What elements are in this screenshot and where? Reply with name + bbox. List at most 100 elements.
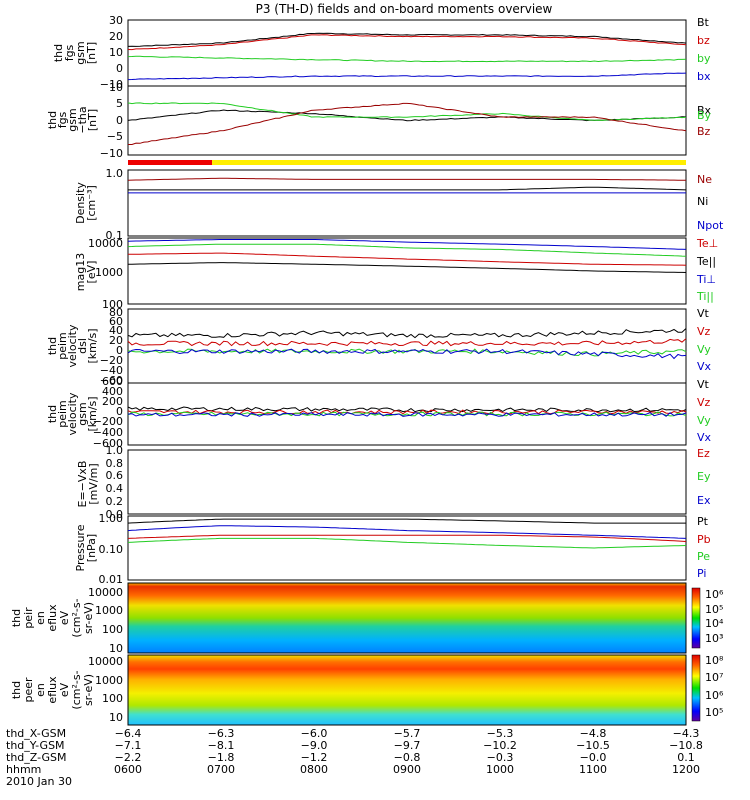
y-tick-label: 1000 [95,266,123,279]
y-axis-label-line: eV [58,682,71,697]
panel-density: 1.0 0.1 Density [cm⁻³] Ne Ni Npot [74,167,724,242]
legend-ey: Ey [697,470,711,483]
series-line-ni [128,186,687,191]
mode-bar-fast [212,160,686,165]
footer-value: −5.3 [486,727,514,740]
y-tick-label: 0.8 [106,457,124,470]
y-tick-label: −200 [93,415,123,428]
footer-value: −6.0 [300,727,328,740]
panel-velocity-dsl: 80 60 40 20 0 −20 −40 −60 thd peim veloc… [46,306,712,387]
y-axis-label-line: eflux [46,676,59,704]
y-tick-label: 1.00 [99,512,124,525]
footer-row-label: thd_X-GSM [6,727,67,740]
legend-vx: Vx [697,431,712,444]
colorbar [691,587,701,649]
series-line-vz [127,338,687,347]
legend: Te⊥ Te|| Ti⊥ Ti|| [696,237,718,303]
series-line-te- [127,262,687,273]
y-axis-label-line: [nT] [85,42,98,64]
legend-pe: Pe [697,550,710,563]
colorbar-label: 10⁶ [705,689,724,702]
y-tick-labels: 1.0 0.1 [106,167,124,242]
colorbar-label: 10⁴ [705,617,724,630]
y-tick-label: −400 [93,426,123,439]
spectrogram-image [128,583,686,653]
footer-row-label: thd_Y-GSM [6,739,65,752]
y-tick-label: 10 [109,642,123,655]
panel-frame [127,515,687,581]
footer-value: 0800 [300,763,328,776]
series-line-bx [127,109,687,122]
y-tick-label: 10 [109,46,123,59]
legend-ni: Ni [697,195,708,208]
y-tick-labels: 1.0 0.8 0.6 0.4 0.2 0.0 [106,444,124,521]
y-tick-label: 100 [102,623,123,636]
y-axis-label-line: en [34,683,47,697]
series-line-ne [127,177,686,181]
y-tick-label: −10 [100,78,123,91]
legend-vz: Vz [697,325,711,338]
panel-frame [127,169,687,237]
y-axis-label-line: gsm [74,41,87,64]
y-axis-label-line: velocity [66,324,79,367]
y-axis-label-line: Pressure [74,524,87,571]
y-tick-label: −40 [100,364,123,377]
y-tick-labels: 30 20 10 0 −10 [100,14,123,91]
y-axis-label-line: velocity [66,392,79,435]
legend-pi: Pi [697,567,706,580]
footer-value: −4.8 [579,727,607,740]
footer-value: −2.2 [114,751,142,764]
y-tick-label: 0 [116,405,123,418]
colorbar [691,654,701,722]
panel-fgs-gsm-tha: 10 5 0 −5 −10 thd fgs gsm −tha [nT] Bx B… [46,81,712,160]
y-axis-label-line: [cm⁻³] [85,185,98,221]
y-tick-label: 10000 [88,237,123,250]
y-axis-label-line: thd [10,681,23,699]
legend: Vt Vz Vy Vx [697,378,712,444]
legend: Bx By Bz [697,104,712,138]
y-tick-label: 0.10 [99,543,124,556]
footer-value: −9.7 [393,739,421,752]
y-axis-label-line: (cm²-s- [70,598,83,637]
legend: Pt Pb Pe Pi [697,515,711,580]
spectrogram-image [128,655,686,725]
y-axis-label-line: Density [74,182,87,224]
legend-vy: Vy [697,343,711,356]
legend: Bt bz by bx [697,16,711,83]
colorbar-label: 10⁶ [705,588,724,601]
footer-value: 0.1 [677,751,695,764]
y-axis-label-line: gsm [66,108,79,131]
y-tick-label: 0 [116,62,123,75]
legend: Vt Vz Vy Vx [697,307,712,373]
y-axis-label-line: [nPa] [85,534,98,562]
y-tick-label: −60 [100,374,123,387]
panel-pressure: 1.00 0.10 0.01 Pressure [nPa] Pt Pb Pe P… [74,512,711,586]
colorbar-labels: 10⁶ 10⁵ 10⁴ 10³ [705,588,724,645]
y-tick-label: 0.0 [106,508,124,521]
y-axis-label-line: thd [46,111,59,129]
series-line-vz [127,409,687,415]
y-tick-label: −10 [100,147,123,160]
footer-value: −9.0 [300,739,328,752]
y-tick-label: 1000 [95,604,123,617]
y-tick-label: 1.0 [106,444,124,457]
series-line-vy [127,348,687,357]
footer-row: hhmm 0600 0700 0800 0900 1000 1100 1200 [6,764,700,776]
footer-value: 0900 [393,763,421,776]
series-line-pi [127,525,687,539]
y-axis-label-line: [eV] [85,261,98,284]
y-axis-label: thd fgs gsm −tha [nT] [46,106,99,133]
y-tick-label: 0 [116,114,123,127]
colorbar-label: 10⁵ [705,706,723,719]
footer-value: −10.8 [669,739,703,752]
y-tick-label: 60 [109,315,123,328]
y-axis-label: thd peer en eflux eV (cm²-s- sr-eV) [10,670,95,709]
colorbar-label: 10⁸ [705,654,724,667]
y-axis-label-line: thd [46,337,59,355]
y-axis-label-line: mag13 [74,253,87,291]
y-tick-label: 1000 [95,674,123,687]
series-line-bz [128,102,687,145]
legend: Ez Ey Ex [697,447,711,507]
legend-vy: Vy [697,414,711,427]
y-axis-label-line: fgs [56,111,69,128]
